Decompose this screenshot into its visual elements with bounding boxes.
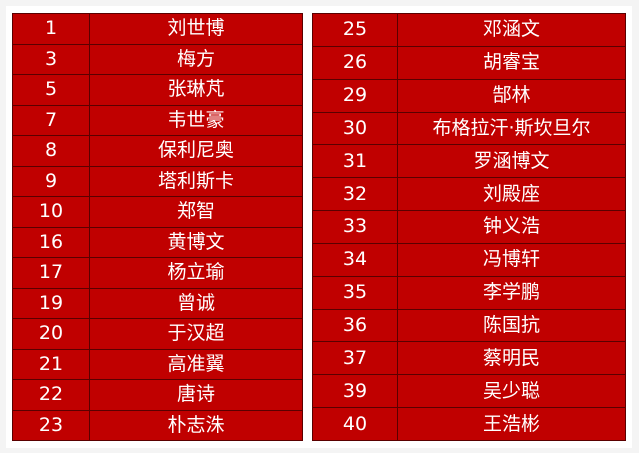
jersey-number: 29 bbox=[312, 78, 398, 113]
jersey-number: 16 bbox=[12, 226, 90, 258]
player-name: 张琳芃 bbox=[89, 74, 303, 106]
jersey-number: 21 bbox=[12, 348, 90, 380]
jersey-number: 34 bbox=[312, 242, 398, 277]
player-name: 杨立瑜 bbox=[89, 257, 303, 289]
player-row: 5 张琳芃 bbox=[12, 74, 303, 106]
player-row: 32 刘殿座 bbox=[312, 177, 626, 212]
jersey-number: 25 bbox=[312, 13, 398, 47]
player-row: 37 蔡明民 bbox=[312, 341, 626, 376]
player-name: 李学鹏 bbox=[397, 275, 626, 310]
jersey-number: 35 bbox=[312, 275, 398, 310]
jersey-number: 19 bbox=[12, 287, 90, 319]
player-name: 罗涵博文 bbox=[397, 144, 626, 179]
jersey-number: 31 bbox=[312, 144, 398, 179]
player-row: 31 罗涵博文 bbox=[312, 144, 626, 179]
roster-table-right: 25 邓涵文 26 胡睿宝 29 郜林 30 布格拉汗·斯坎旦尔 31 罗涵博文 32 刘殿座 33 钟义… bbox=[312, 13, 626, 441]
player-name: 韦世豪 bbox=[89, 104, 303, 136]
player-name: 陈国抗 bbox=[397, 308, 626, 343]
jersey-number: 22 bbox=[12, 379, 90, 411]
player-name: 胡睿宝 bbox=[397, 45, 626, 80]
jersey-number: 7 bbox=[12, 104, 90, 136]
player-row: 19 曾诚 bbox=[12, 287, 303, 319]
jersey-number: 40 bbox=[312, 407, 398, 441]
player-row: 22 唐诗 bbox=[12, 379, 303, 411]
player-row: 40 王浩彬 bbox=[312, 407, 626, 441]
player-name: 塔利斯卡 bbox=[89, 165, 303, 197]
player-name: 郑智 bbox=[89, 196, 303, 228]
player-name: 冯博轩 bbox=[397, 242, 626, 277]
player-name: 刘殿座 bbox=[397, 177, 626, 212]
jersey-number: 39 bbox=[312, 374, 398, 409]
player-row: 17 杨立瑜 bbox=[12, 257, 303, 289]
player-name: 刘世博 bbox=[89, 13, 303, 45]
player-name: 黄博文 bbox=[89, 226, 303, 258]
player-row: 36 陈国抗 bbox=[312, 308, 626, 343]
player-row: 7 韦世豪 bbox=[12, 104, 303, 136]
player-name: 布格拉汗·斯坎旦尔 bbox=[397, 111, 626, 146]
player-name: 邓涵文 bbox=[397, 13, 626, 47]
player-name: 朴志洙 bbox=[89, 409, 303, 441]
jersey-number: 8 bbox=[12, 135, 90, 167]
player-row: 10 郑智 bbox=[12, 196, 303, 228]
player-row: 29 郜林 bbox=[312, 78, 626, 113]
roster-table-left: 1 刘世博 3 梅方 5 张琳芃 7 韦世豪 8 保利尼奥 9 塔利斯卡 10 郑智 16 黄博文 17 杨立瑜 1… bbox=[12, 13, 303, 441]
player-row: 9 塔利斯卡 bbox=[12, 165, 303, 197]
player-name: 郜林 bbox=[397, 78, 626, 113]
jersey-number: 10 bbox=[12, 196, 90, 228]
player-name: 曾诚 bbox=[89, 287, 303, 319]
player-row: 33 钟义浩 bbox=[312, 210, 626, 244]
player-name: 唐诗 bbox=[89, 379, 303, 411]
player-row: 8 保利尼奥 bbox=[12, 135, 303, 167]
jersey-number: 20 bbox=[12, 318, 90, 350]
player-row: 34 冯博轩 bbox=[312, 242, 626, 277]
jersey-number: 5 bbox=[12, 74, 90, 106]
jersey-number: 3 bbox=[12, 43, 90, 75]
player-name: 蔡明民 bbox=[397, 341, 626, 376]
player-row: 35 李学鹏 bbox=[312, 275, 626, 310]
jersey-number: 37 bbox=[312, 341, 398, 376]
player-row: 39 吴少聪 bbox=[312, 374, 626, 409]
player-row: 30 布格拉汗·斯坎旦尔 bbox=[312, 111, 626, 146]
player-row: 20 于汉超 bbox=[12, 318, 303, 350]
jersey-number: 32 bbox=[312, 177, 398, 212]
jersey-number: 17 bbox=[12, 257, 90, 289]
player-row: 21 高准翼 bbox=[12, 348, 303, 380]
player-row: 1 刘世博 bbox=[12, 13, 303, 45]
jersey-number: 9 bbox=[12, 165, 90, 197]
player-name: 吴少聪 bbox=[397, 374, 626, 409]
player-row: 3 梅方 bbox=[12, 43, 303, 75]
player-name: 于汉超 bbox=[89, 318, 303, 350]
player-name: 保利尼奥 bbox=[89, 135, 303, 167]
player-name: 王浩彬 bbox=[397, 407, 626, 441]
jersey-number: 26 bbox=[312, 45, 398, 80]
player-row: 25 邓涵文 bbox=[312, 13, 626, 47]
player-name: 梅方 bbox=[89, 43, 303, 75]
player-name: 高准翼 bbox=[89, 348, 303, 380]
jersey-number: 1 bbox=[12, 13, 90, 45]
jersey-number: 33 bbox=[312, 210, 398, 244]
player-name: 钟义浩 bbox=[397, 210, 626, 244]
player-row: 26 胡睿宝 bbox=[312, 45, 626, 80]
player-row: 23 朴志洙 bbox=[12, 409, 303, 441]
jersey-number: 36 bbox=[312, 308, 398, 343]
player-row: 16 黄博文 bbox=[12, 226, 303, 258]
jersey-number: 30 bbox=[312, 111, 398, 146]
jersey-number: 23 bbox=[12, 409, 90, 441]
